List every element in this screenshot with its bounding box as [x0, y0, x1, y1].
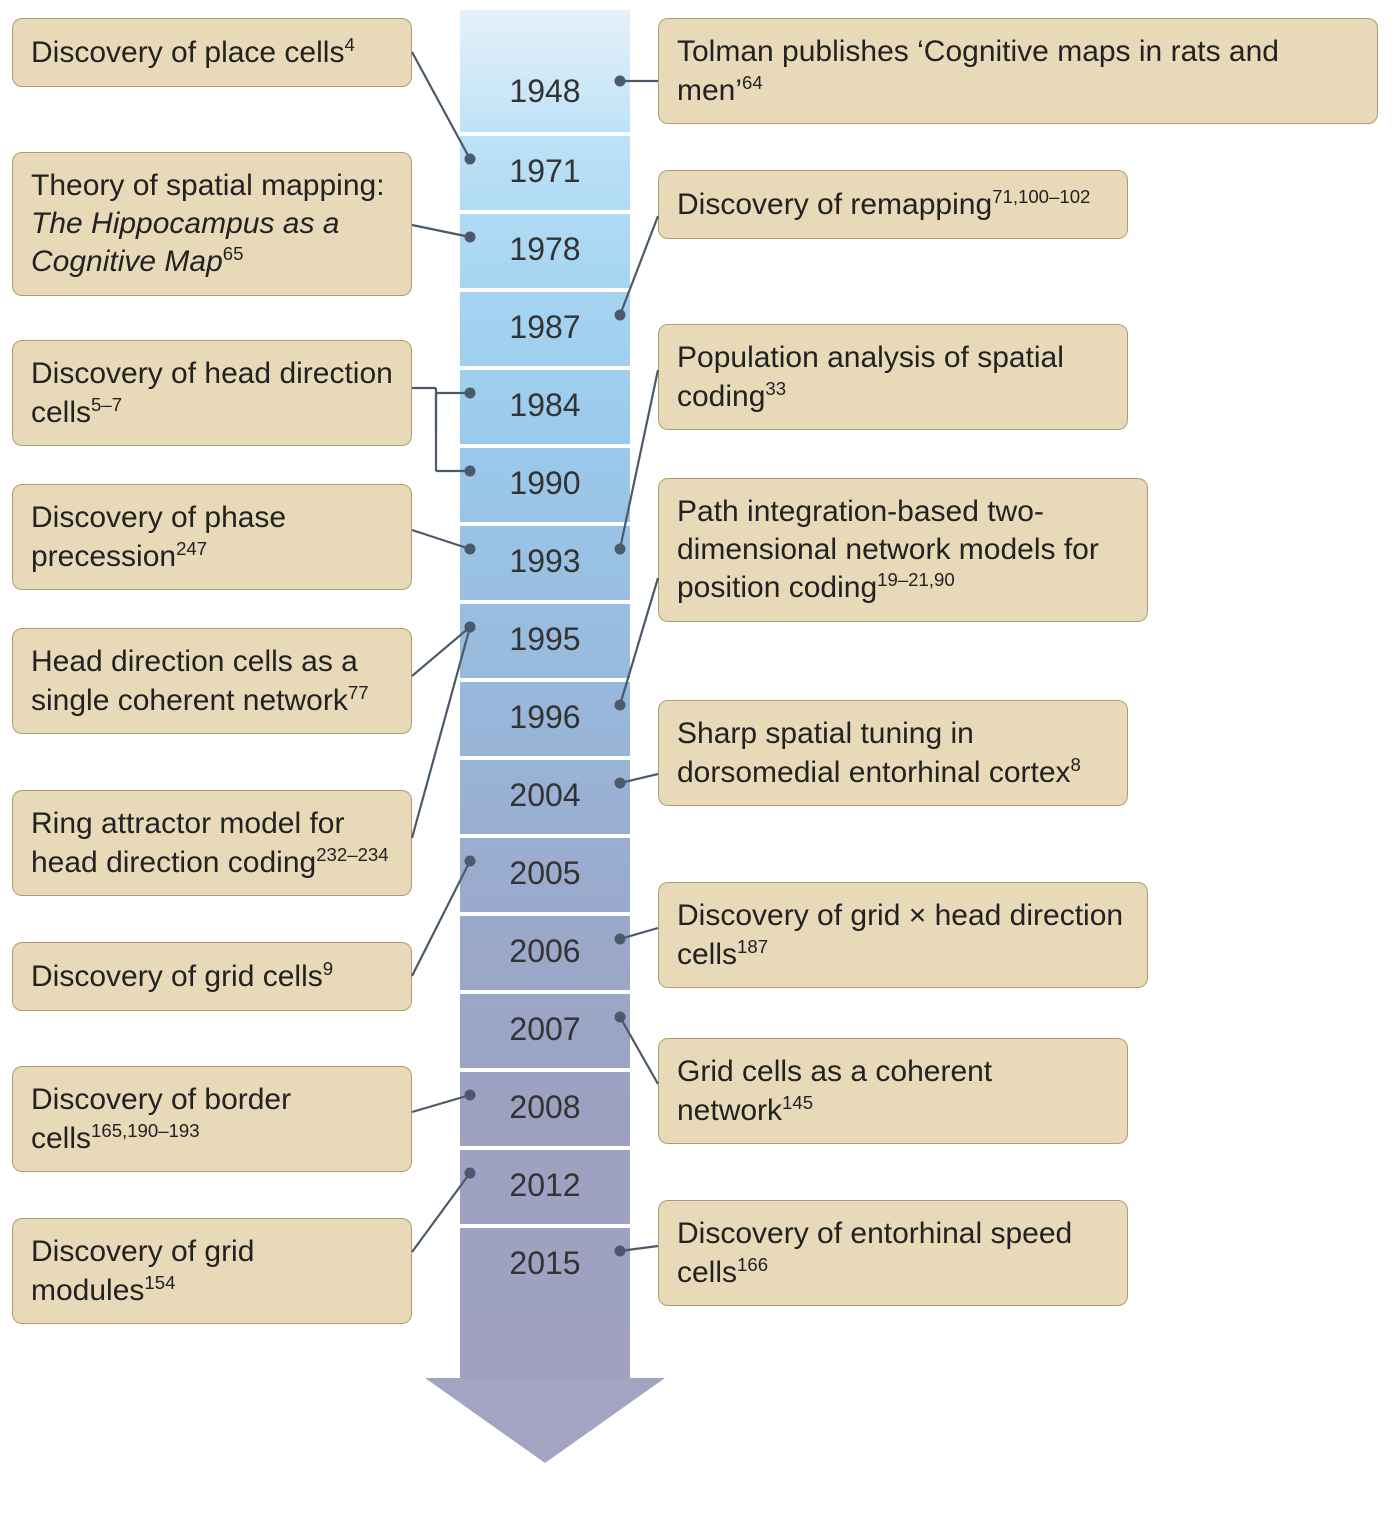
event-head-direction: Discovery of head direction cells5–7: [12, 340, 412, 446]
event-place-cells: Discovery of place cells4: [12, 18, 412, 87]
year-1990: 1990: [460, 444, 630, 518]
timeline-container: 1948197119781987198419901993199519962004…: [0, 0, 1395, 1517]
year-2012: 2012: [460, 1146, 630, 1220]
event-grid-hd: Discovery of grid × head direction cells…: [658, 882, 1148, 988]
event-tolman: Tolman publishes ‘Cognitive maps in rats…: [658, 18, 1378, 124]
arrow-head-icon: [425, 1378, 665, 1463]
year-1971: 1971: [460, 132, 630, 206]
event-path-integration: Path integration-based two-dimensional n…: [658, 478, 1148, 622]
event-grid-modules: Discovery of grid modules154: [12, 1218, 412, 1324]
event-phase-precession: Discovery of phase precession247: [12, 484, 412, 590]
event-border-cells: Discovery of border cells165,190–193: [12, 1066, 412, 1172]
event-ring-attractor: Ring attractor model for head direction …: [12, 790, 412, 896]
year-1993: 1993: [460, 522, 630, 596]
year-1984: 1984: [460, 366, 630, 440]
year-1978: 1978: [460, 210, 630, 284]
year-2004: 2004: [460, 756, 630, 830]
timeline-arrow: 1948197119781987198419901993199519962004…: [460, 10, 630, 1450]
event-population: Population analysis of spatial coding33: [658, 324, 1128, 430]
event-remapping: Discovery of remapping71,100–102: [658, 170, 1128, 239]
year-1987: 1987: [460, 288, 630, 362]
year-1948: 1948: [460, 54, 630, 128]
event-speed-cells: Discovery of entorhinal speed cells166: [658, 1200, 1128, 1306]
year-2008: 2008: [460, 1068, 630, 1142]
year-2007: 2007: [460, 990, 630, 1064]
event-grid-coherent: Grid cells as a coherent network145: [658, 1038, 1128, 1144]
event-hd-coherent: Head direction cells as a single coheren…: [12, 628, 412, 734]
year-1995: 1995: [460, 600, 630, 674]
year-1996: 1996: [460, 678, 630, 752]
event-grid-cells: Discovery of grid cells9: [12, 942, 412, 1011]
event-spatial-mapping: Theory of spatial mapping: The Hippocamp…: [12, 152, 412, 296]
event-sharp-tuning: Sharp spatial tuning in dorsomedial ento…: [658, 700, 1128, 806]
year-2015: 2015: [460, 1224, 630, 1298]
year-2005: 2005: [460, 834, 630, 908]
year-2006: 2006: [460, 912, 630, 986]
